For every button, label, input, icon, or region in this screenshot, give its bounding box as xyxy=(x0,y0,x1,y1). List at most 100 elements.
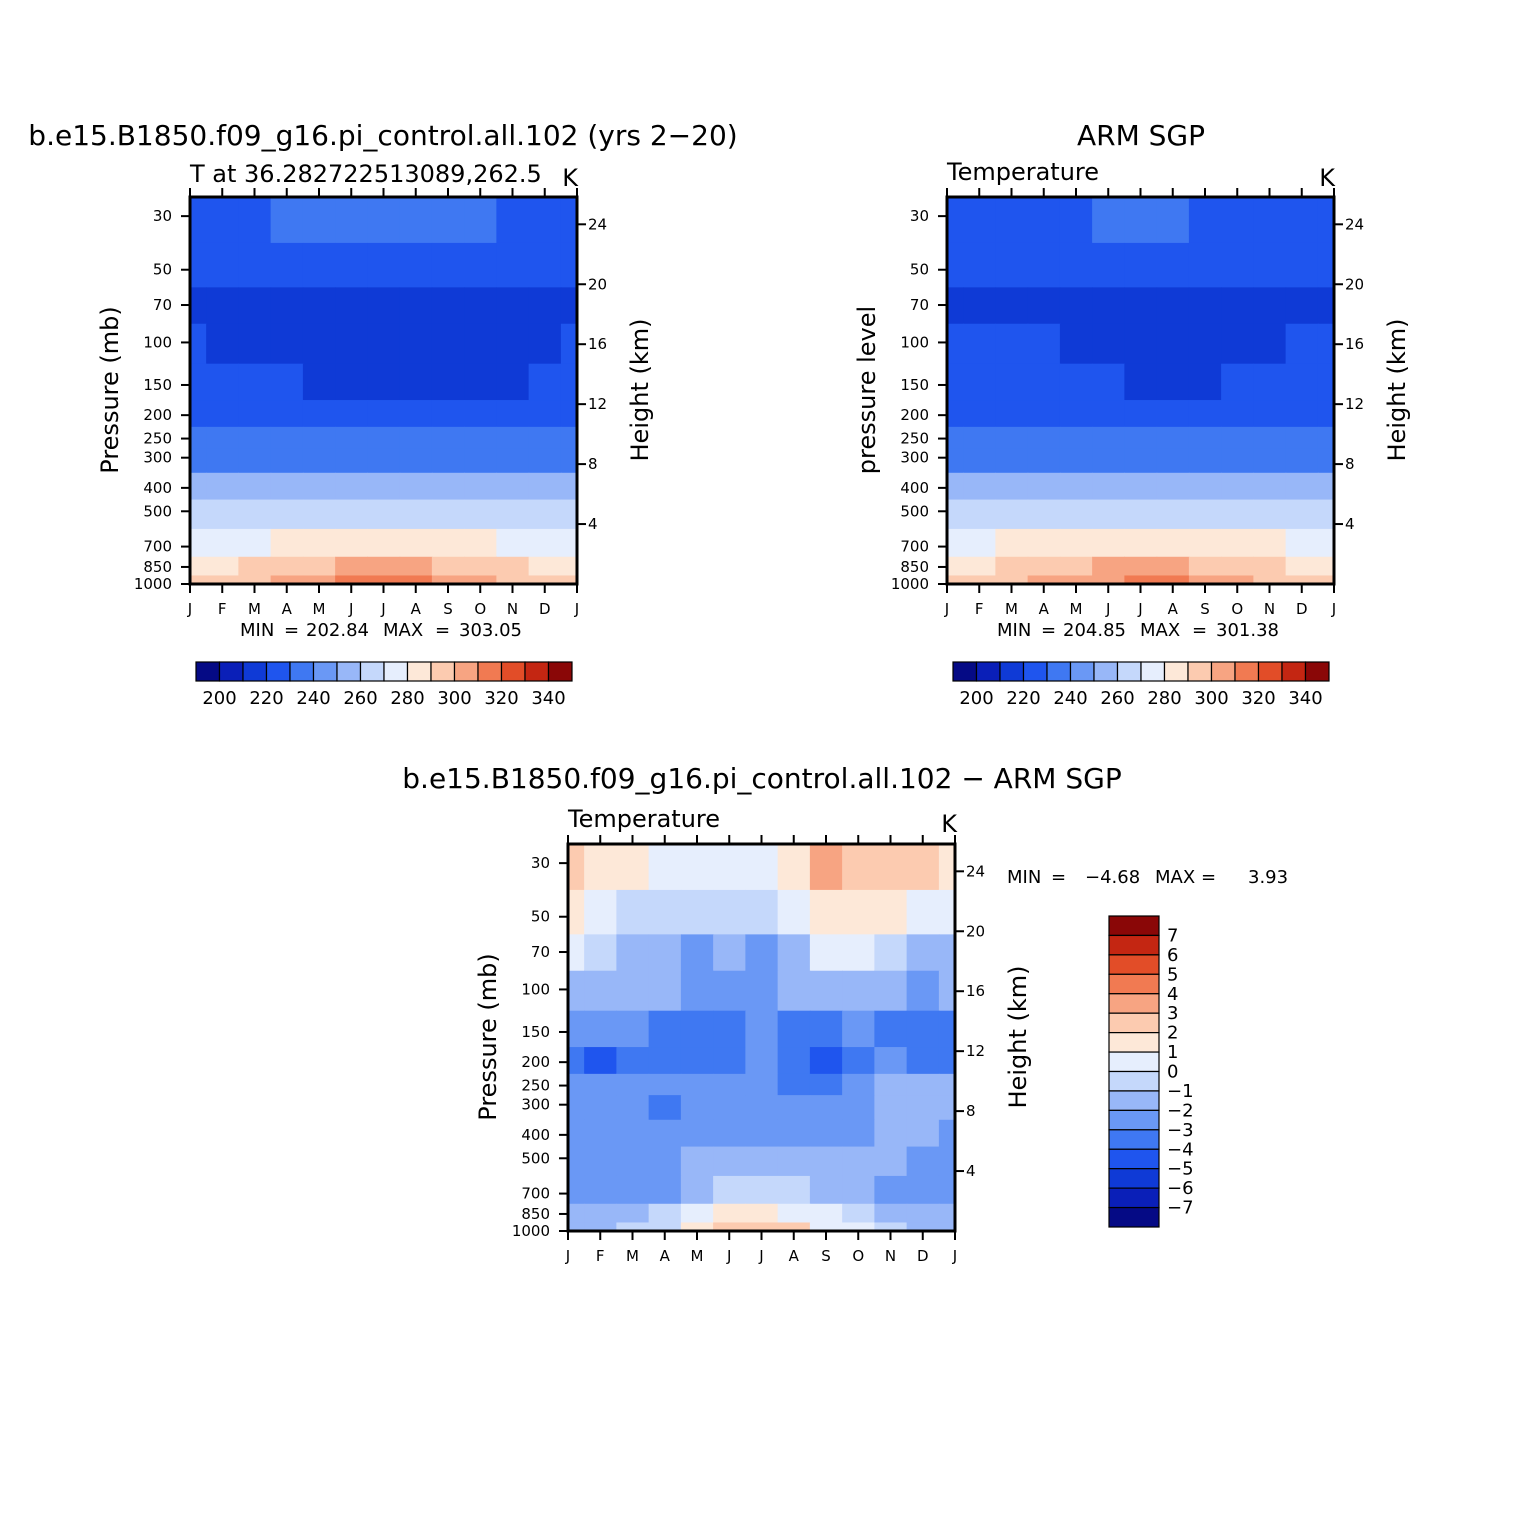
contour-cell xyxy=(713,1119,746,1148)
contour-cell xyxy=(938,1095,956,1121)
contour-cell xyxy=(874,1119,908,1148)
contour-cell xyxy=(777,889,811,935)
month-tick-label: S xyxy=(821,1247,831,1265)
contour-cell xyxy=(1221,426,1254,449)
contour-cell xyxy=(1027,556,1061,577)
contour-cell xyxy=(842,1119,875,1148)
colorbar-box xyxy=(975,661,1001,682)
contour-cell xyxy=(842,934,875,972)
contour-cell xyxy=(938,1222,956,1232)
colorbar-box xyxy=(312,661,338,682)
contour-cell xyxy=(648,1203,682,1224)
model-max-value: 303.05 xyxy=(459,620,522,641)
contour-cell xyxy=(809,1095,843,1121)
contour-cell xyxy=(1221,363,1254,401)
contour-cell xyxy=(1156,363,1190,401)
contour-cell xyxy=(1027,363,1061,401)
contour-cell xyxy=(584,1047,617,1075)
contour-cell xyxy=(947,499,964,530)
obs-min-label: MIN xyxy=(997,620,1031,641)
colorbar-box xyxy=(1108,1129,1160,1150)
contour-cell xyxy=(1188,448,1222,474)
contour-cell xyxy=(206,556,239,577)
contour-cell xyxy=(1156,448,1190,474)
contour-cell xyxy=(302,287,336,325)
contour-cell xyxy=(938,1146,956,1177)
model-colorbar: 200 220 240 260 280 300 320 340 xyxy=(195,661,573,709)
contour-cell xyxy=(270,499,304,530)
contour-cell xyxy=(1156,287,1190,325)
contour-cell xyxy=(399,575,433,585)
contour-cell xyxy=(1156,242,1190,288)
contour-cell xyxy=(464,287,497,325)
contour-cell xyxy=(238,287,272,325)
contour-cell xyxy=(568,1095,585,1121)
contour-cell xyxy=(302,448,336,474)
contour-cell xyxy=(1188,363,1222,401)
contour-cell xyxy=(399,499,433,530)
contour-cell xyxy=(1188,528,1222,558)
contour-cell xyxy=(963,363,996,401)
contour-cell xyxy=(1124,575,1158,585)
colorbar-box xyxy=(430,661,456,682)
contour-cell xyxy=(1188,242,1222,288)
contour-cell xyxy=(367,287,401,325)
contour-cell xyxy=(745,889,779,935)
contour-cell xyxy=(809,1203,843,1224)
pressure-tick-label: 150 xyxy=(900,376,929,394)
contour-cell xyxy=(938,1047,956,1075)
contour-cell xyxy=(190,287,207,325)
contour-cell xyxy=(496,400,530,428)
contour-cell xyxy=(496,556,530,577)
contour-cell xyxy=(560,448,578,474)
colorbar-box xyxy=(1108,915,1160,937)
contour-cell xyxy=(206,575,239,585)
contour-cell xyxy=(1253,242,1287,288)
contour-cell xyxy=(1221,448,1254,474)
contour-cell xyxy=(1092,323,1125,365)
contour-cell xyxy=(367,448,401,474)
contour-cell xyxy=(995,575,1029,585)
colorbar-label: 240 xyxy=(296,688,330,709)
contour-cell xyxy=(777,1073,811,1096)
colorbar-box xyxy=(406,661,432,682)
pressure-tick-label: 30 xyxy=(153,207,172,225)
contour-cell xyxy=(335,426,368,449)
colorbar-box xyxy=(1108,1051,1160,1073)
contour-cell xyxy=(238,242,272,288)
contour-cell xyxy=(995,287,1029,325)
contour-cell xyxy=(1317,556,1335,577)
contour-cell xyxy=(906,934,940,972)
contour-cell xyxy=(1221,197,1254,244)
contour-cell xyxy=(1221,323,1254,365)
contour-cell xyxy=(963,426,996,449)
contour-cell xyxy=(431,242,465,288)
contour-cell xyxy=(680,1095,714,1121)
contour-cell xyxy=(777,1203,811,1224)
contour-cell xyxy=(842,1047,875,1075)
contour-cell xyxy=(777,844,811,891)
contour-cell xyxy=(1124,426,1158,449)
contour-cell xyxy=(1059,528,1093,558)
contour-cell xyxy=(238,448,272,474)
contour-cell xyxy=(947,426,964,449)
contour-cell xyxy=(431,400,465,428)
contour-cell xyxy=(713,1146,746,1177)
colorbar-label: 300 xyxy=(437,688,471,709)
contour-cell xyxy=(190,242,207,288)
contour-cell xyxy=(568,844,585,891)
contour-cell xyxy=(947,448,964,474)
contour-cell xyxy=(874,1203,908,1224)
contour-cell xyxy=(496,472,530,501)
diff-min-value: −4.68 xyxy=(1085,867,1140,888)
contour-cell xyxy=(995,363,1029,401)
pressure-tick-label: 250 xyxy=(143,430,172,448)
contour-cell xyxy=(713,1047,746,1075)
colorbar-label: −6 xyxy=(1167,1178,1194,1199)
contour-cell xyxy=(206,242,239,288)
contour-cell xyxy=(648,1175,682,1205)
contour-cell xyxy=(1156,556,1190,577)
pressure-tick-label: 850 xyxy=(521,1205,550,1223)
contour-cell xyxy=(1092,426,1125,449)
contour-cell xyxy=(1317,528,1335,558)
